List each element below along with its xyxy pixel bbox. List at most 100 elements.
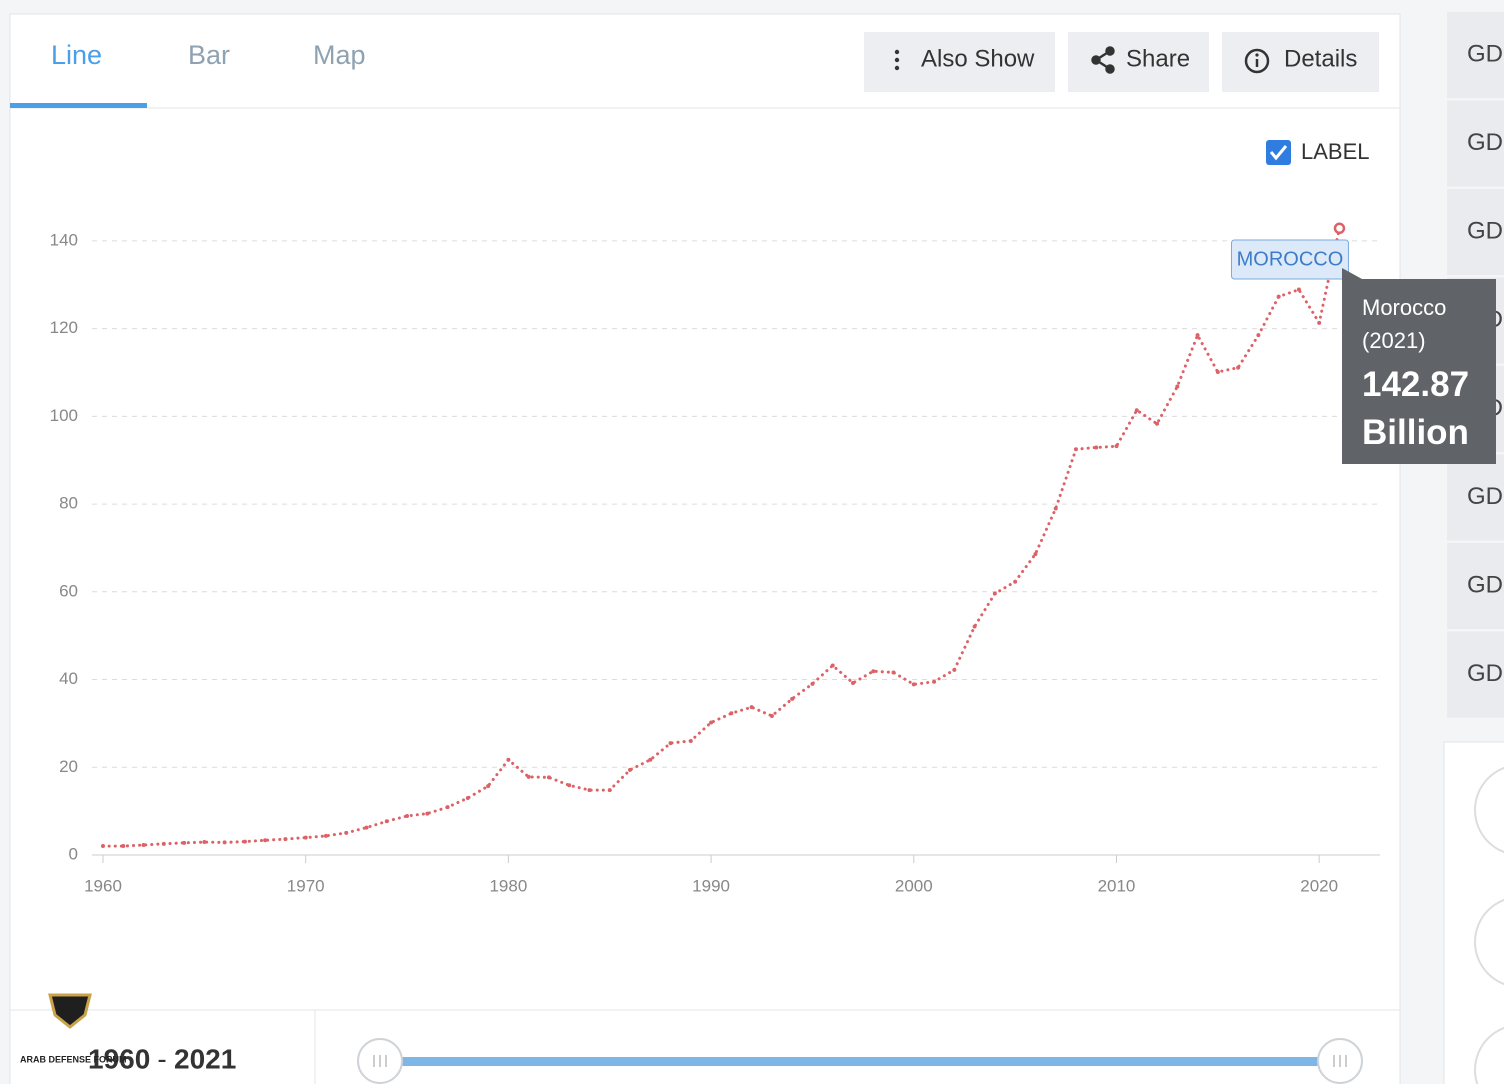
button[interactable] [864,32,1055,92]
check-mark [1269,145,1288,161]
x-tick-label: 1990 [692,876,730,895]
data-point [263,838,268,843]
y-tick-label: 140 [50,230,78,249]
data-point [830,663,835,668]
button-label: Also Show [921,45,1035,72]
sidebar-label: GD [1467,40,1503,67]
sidebar-label: GD [1467,217,1503,244]
data-point [222,840,227,845]
data-point [182,840,187,845]
tab[interactable]: Map [313,40,366,70]
tooltip-value: 142.87 Billion [1362,365,1470,452]
data-point [526,774,531,779]
sidebar-tile [1447,543,1504,629]
data-point [709,720,714,725]
data-point [1013,579,1018,584]
button-label: Share [1126,45,1190,72]
side-icon [1474,1026,1504,1084]
data-point [283,837,288,842]
data-point [405,814,410,819]
series-label: MOROCCO [1237,248,1344,270]
data-point [202,840,207,845]
x-tick-label: 2020 [1300,876,1338,895]
series-label-box [1230,239,1349,280]
x-tick-label: 1960 [84,876,122,895]
y-tick-label: 60 [59,581,78,600]
data-point [101,844,105,849]
data-point [790,696,795,701]
data-point [425,811,430,816]
handle-grip [373,1055,1347,1067]
data-point [749,705,754,710]
data-point [648,757,653,762]
data-point [729,711,734,716]
info-icon [1244,48,1270,74]
tooltip: Morocco (2021) 142.87 Billion [1342,279,1496,464]
watermark-logo [48,993,92,1029]
x-tick-label: 1970 [287,876,325,895]
data-point [546,775,551,780]
y-tick-label: 80 [59,494,78,513]
data-point [688,738,693,743]
sidebar-label: GD [1467,571,1503,598]
data-point [769,713,774,718]
data-point [1155,421,1160,426]
y-tick-label: 20 [59,757,78,776]
data-point [587,788,592,793]
data-point [1094,445,1099,450]
data-point [364,825,369,830]
side-icon [1474,898,1504,986]
data-point [1215,370,1220,375]
sidebar-tile [1447,189,1504,275]
range-end: 2021 [174,1043,236,1074]
sidebar-label: GD [1467,483,1503,510]
data-point [932,679,937,684]
button[interactable] [1222,32,1379,92]
range-separator: - [157,1043,166,1074]
main-card [9,13,1401,1084]
data-point [972,624,977,629]
tooltip-title: Morocco [1362,295,1447,320]
data-point [121,844,126,849]
data-point [445,805,450,810]
data-point [952,667,957,672]
data-point [486,784,491,789]
data-point [871,669,876,674]
x-tick-label: 1980 [489,876,527,895]
data-point [1134,408,1139,413]
data-point [1073,447,1078,452]
y-tick-label: 100 [50,406,78,425]
y-tick-label: 0 [69,844,78,863]
data-point [384,819,389,824]
data-point [1195,333,1200,338]
data-point [1175,384,1180,389]
data-point [141,843,146,848]
sidebar-label: GD [1467,660,1503,687]
tooltip-year: (2021) [1362,328,1426,353]
watermark: ARAB DEFENSE FORUM [20,1054,127,1064]
data-point [810,681,815,686]
sidebar-tile [1447,12,1504,98]
button[interactable] [1068,32,1209,92]
sidebar-tile [1447,631,1504,718]
menu-icon [894,49,900,71]
data-point [1236,365,1241,370]
data-point [607,788,612,793]
data-point [891,670,896,675]
data-point [628,767,633,772]
data-point [1053,506,1058,511]
button-label: Details [1284,45,1357,72]
data-point [1317,320,1322,325]
slider-track [380,1057,1340,1066]
line [101,226,1341,848]
data-point [1114,444,1119,449]
tab[interactable]: Bar [188,40,230,70]
tab[interactable]: Line [51,40,102,70]
x-tick-label: 2010 [1098,876,1136,895]
data-point [1276,294,1281,299]
sidebar-label: GD [1467,129,1503,156]
checkbox[interactable] [1266,140,1291,165]
data-point [1033,552,1038,557]
